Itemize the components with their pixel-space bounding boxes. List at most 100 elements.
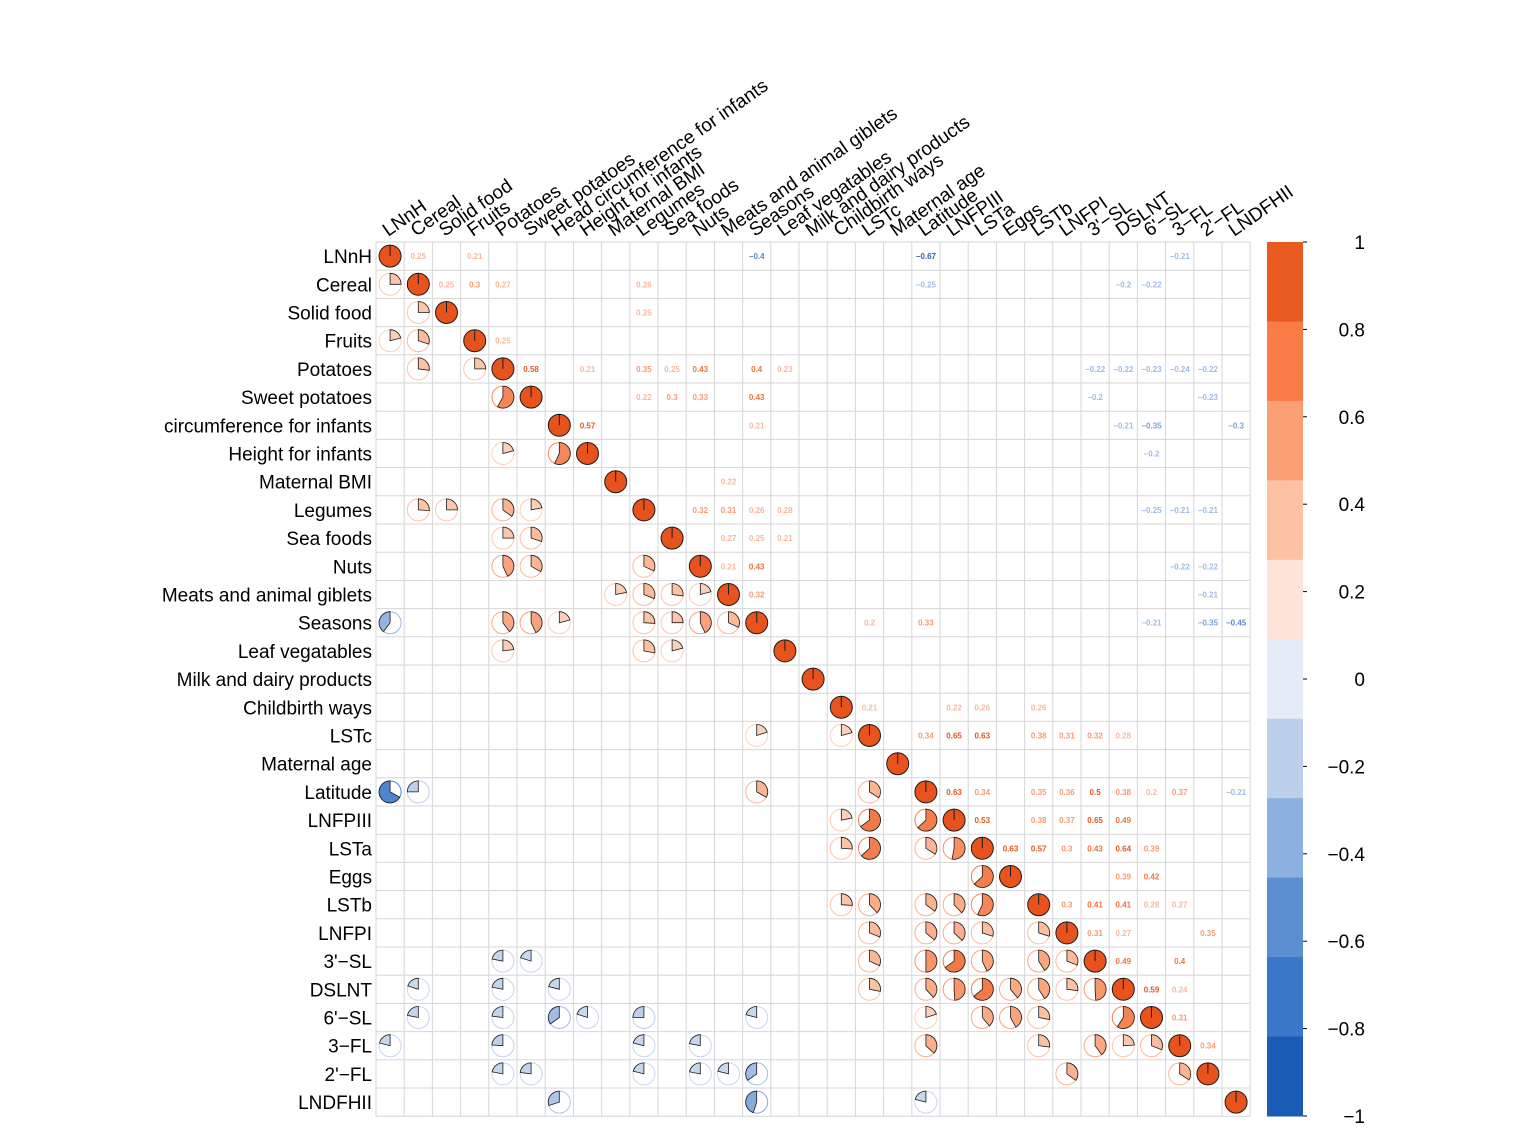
corr-pie [1055,977,1079,1001]
diagonal-pie-6-sl [1140,1006,1163,1029]
row-label-3-fl: 3−FL [328,1037,372,1058]
corr-value-label: −0.2 [1144,450,1160,459]
colorbar-segment [1267,480,1303,561]
corr-pie [519,498,543,522]
corr-pie [858,893,881,917]
pie-wedge [977,893,994,917]
diagonal-pie-cereal [406,272,430,296]
corr-value-label: 0.2 [864,619,876,628]
pie-wedge [717,1062,729,1075]
corr-pie [914,949,938,973]
diagonal-pie-solid-food [435,301,458,324]
pie-wedge [1038,1034,1051,1048]
corr-value-label: −0.22 [1198,365,1219,374]
corr-value-label: 0.24 [1172,985,1188,994]
corr-pie [688,611,712,635]
pie-wedge [925,977,938,998]
pie-wedge [944,949,966,973]
pie-wedge [953,893,966,914]
colorbar-tick-label: −0.8 [1327,1020,1365,1041]
corr-value-label: 0.37 [1172,788,1188,797]
corr-value-label: 0.32 [749,591,765,600]
row-label-maternal-bmi: Maternal BMI [259,473,372,494]
pie-wedge [547,1006,560,1025]
pie-wedge [519,1062,532,1075]
corr-value-label: −0.21 [1198,506,1219,515]
colorbar-segment [1267,321,1303,402]
pie-wedge [491,1006,504,1018]
colorbar-tick-label: 0.8 [1339,320,1365,341]
corr-value-label: 0.38 [1031,732,1047,741]
pie-wedge [1122,1034,1135,1047]
pie-wedge [615,583,627,595]
corr-value-label: 0.37 [1059,816,1075,825]
pie-wedge [520,949,532,962]
colorbar-segment [1267,559,1303,640]
pie-wedge [502,611,515,633]
row-label-milk-and-dairy-products: Milk and dairy products [177,670,372,691]
corr-value-label: 0.22 [636,393,652,402]
row-label-lnnh: LNnH [323,247,372,268]
pie-wedge [973,977,994,1001]
pie-wedge [378,780,401,804]
colorbar-segment [1267,1036,1303,1117]
pie-wedge [417,301,430,313]
pie-wedge [981,921,994,937]
corr-pie [942,893,966,917]
corr-pie [914,977,938,1001]
corr-pie [378,329,402,353]
corr-value-label: −0.21 [1113,421,1134,430]
corr-pie [914,921,938,945]
pie-wedge [502,498,515,517]
row-label-potatoes: Potatoes [297,360,372,381]
row-label-6-sl: 6'−SL [323,1009,372,1030]
corr-pie [858,977,881,1001]
pie-wedge [530,611,543,634]
pie-wedge [502,526,515,539]
corr-value-label: 0.32 [1087,732,1103,741]
corr-pie [717,611,740,635]
corr-pie [406,301,430,324]
pie-wedge [869,949,881,967]
pie-wedge [840,836,853,850]
pie-wedge [869,893,881,914]
row-label-3-sl: 3'−SL [323,952,372,973]
corr-pie [406,357,430,381]
pie-wedge [1038,921,1051,937]
corr-value-label: 0.28 [1116,732,1132,741]
corr-pie [406,977,430,1001]
corr-pie [660,583,684,606]
corr-pie [491,526,515,550]
colorbar-segment [1267,877,1303,958]
corr-value-label: 0.27 [721,534,737,543]
corr-pie [632,611,656,635]
corr-value-label: 0.43 [693,365,709,374]
colorbar-segment [1267,400,1303,481]
diagonal-pie-latitude [914,780,938,804]
corr-value-label: −0.25 [1141,506,1162,515]
pie-wedge [1038,1006,1051,1021]
pie-wedge [728,611,740,628]
pie-wedge [745,1090,758,1114]
pie-wedge [756,724,768,737]
corr-pie [999,977,1022,1001]
corr-value-label: 0.64 [1116,844,1132,853]
corr-value-label: −0.21 [1170,252,1191,261]
corr-pie [858,780,881,804]
corr-value-label: 0.28 [777,506,793,515]
pie-wedge [491,1034,504,1047]
corr-value-label: 0.58 [523,365,539,374]
corr-pie [970,1006,994,1029]
corr-pie [406,498,430,522]
diagonal-pie-dslnt [1111,977,1135,1001]
pie-wedge [1094,1034,1107,1056]
pie-wedge [951,836,966,860]
pie-wedge [530,498,543,511]
corr-value-label: −0.22 [1198,562,1219,571]
pie-wedge [671,611,684,624]
corr-value-label: −0.22 [1170,562,1191,571]
pie-wedge [530,526,543,543]
corr-pie [406,780,430,804]
corr-pie [914,893,938,917]
